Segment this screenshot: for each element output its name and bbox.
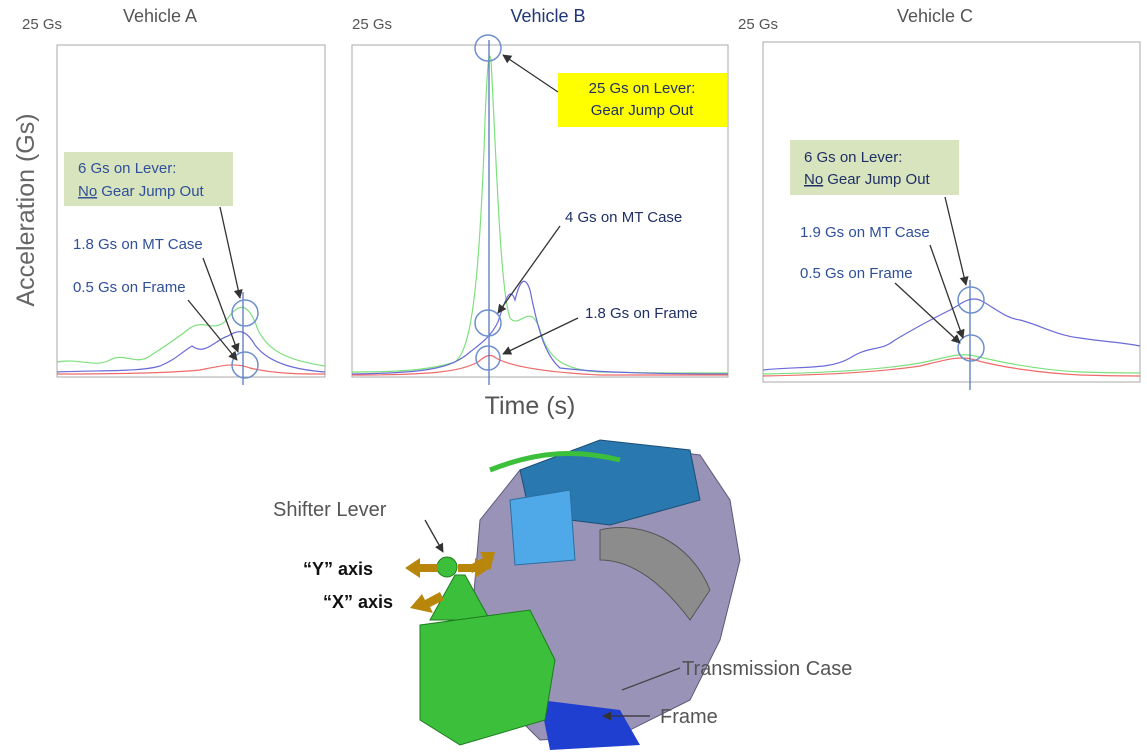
emphasis: No <box>804 171 823 188</box>
axis-arrow <box>405 558 438 578</box>
x-axis-label: Time (s) <box>485 392 576 420</box>
case-note: 1.8 Gs on MT Case <box>73 236 203 253</box>
y-axis-callout: “Y” axis <box>303 559 373 579</box>
lever-note: 6 Gs on Lever: <box>804 149 902 166</box>
x-axis-callout: “X” axis <box>323 592 393 612</box>
frame-label: Frame <box>660 706 718 728</box>
frame-note: 0.5 Gs on Frame <box>73 279 186 296</box>
case-label: Transmission Case <box>682 658 852 680</box>
y-axis-label: Acceleration (Gs) <box>12 113 40 306</box>
powertrain-illustration: Shifter Lever “Y” axis “X” axis Transmis… <box>273 440 852 750</box>
scale-label: 25 Gs <box>738 16 778 33</box>
case-note: 1.9 Gs on MT Case <box>800 224 930 241</box>
case-note: 4 Gs on MT Case <box>565 209 682 226</box>
panel-title: Vehicle B <box>510 6 585 26</box>
panel-b: 25 Gs Vehicle B 25 Gs on Lever: Gear Jum… <box>352 6 728 385</box>
panel-title: Vehicle C <box>897 6 973 26</box>
panel-title: Vehicle A <box>123 6 197 26</box>
plot-frame <box>763 42 1140 382</box>
lever-note: Gear Jump Out <box>591 102 694 119</box>
lever-note: 25 Gs on Lever: <box>589 80 696 97</box>
lever-note-rest: Gear Jump Out <box>101 183 204 200</box>
scale-label: 25 Gs <box>22 16 62 33</box>
lever-note-rest: Gear Jump Out <box>827 171 930 188</box>
lever-note: 6 Gs on Lever: <box>78 160 176 177</box>
frame-note: 1.8 Gs on Frame <box>585 305 698 322</box>
frame-note: 0.5 Gs on Frame <box>800 265 913 282</box>
coolant-box <box>510 490 575 565</box>
shifter-knob <box>437 557 457 577</box>
scale-label: 25 Gs <box>352 16 392 33</box>
slide: Acceleration (Gs) Time (s) 25 Gs Vehicle… <box>0 0 1147 756</box>
shifter-label: Shifter Lever <box>273 499 387 521</box>
emphasis: No <box>78 183 97 200</box>
arrow <box>425 520 443 552</box>
